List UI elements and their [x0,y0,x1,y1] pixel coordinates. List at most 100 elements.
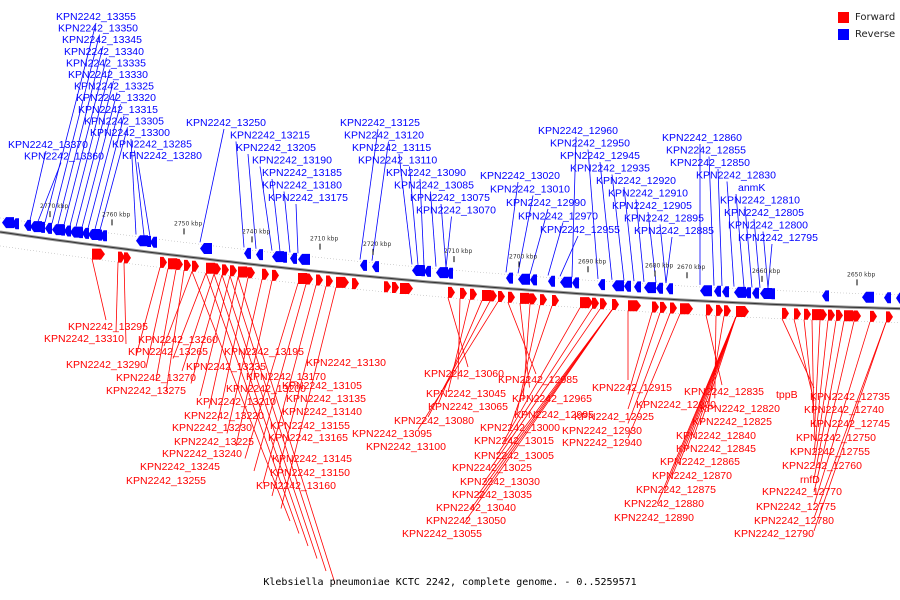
gene-label: KPN2242_13245 [140,461,220,473]
leader-line [599,161,613,280]
gene-label: KPN2242_13100 [366,441,446,453]
gene-label: KPN2242_13175 [268,192,348,204]
leader-line [516,304,541,415]
forward-gene-arrow [316,274,323,286]
reverse-gene-arrow [744,287,751,299]
leader-line [280,287,337,509]
gene-label: KPN2242_12750 [796,432,876,444]
reverse-gene-arrow [82,227,89,239]
gene-label: KPN2242_12890 [614,512,694,524]
reverse-gene-arrow [644,282,656,294]
gene-label: KPN2242_13130 [306,357,386,369]
gene-label: KPN2242_13185 [262,167,342,179]
strand-legend: Forward Reverse [838,9,900,43]
leader-line [259,166,273,251]
forward-swatch [838,12,849,23]
reverse-gene-arrow [12,218,19,230]
leader-line [295,203,299,254]
leader-line [115,262,119,333]
leader-line [123,262,127,345]
scale-ticks: 2770 kbp 2760 kbp 2750 kbp 2740 kbp 2710 kbp… [40,203,875,286]
leader-line [509,305,553,429]
gene-label: KPN2242_12780 [754,515,834,527]
reverse-gene-arrow [760,288,772,300]
leader-line [635,199,645,282]
gene-label: KPN2242_13200 [226,383,306,395]
leader-line [51,34,100,224]
scale-tick-label: 2720 kbp [363,241,391,248]
reverse-gene-arrow [548,275,555,287]
gene-label: KPN2242_12965 [512,393,592,405]
gene-label: KPN2242_13095 [352,428,432,440]
gene-label: KPN2242_12820 [700,403,780,415]
forward-gene-arrow [844,310,857,322]
leader-line [813,321,855,493]
leader-line [191,271,291,522]
scale-tick-label: 2770 kbp [40,203,68,210]
leader-line [464,309,613,523]
reverse-gene-arrow [506,272,513,284]
forward-gene-arrow [828,309,835,321]
forward-gene-arrow [192,260,199,272]
scale-tick-label: 2650 kbp [847,271,875,278]
forward-gene-arrow [498,290,505,302]
gene-label: KPN2242_13305 [84,115,164,127]
leader-line [457,298,461,380]
gene-label: KPN2242_12810 [720,195,800,207]
gene-label: KPN2242_13320 [76,92,156,104]
forward-gene-arrow [336,276,349,288]
reverse-gene-arrow [38,221,45,233]
gene-label: KPN2242_13115 [352,142,431,154]
forward-gene-arrow [820,309,827,321]
forward-gene-arrow [736,306,749,318]
gene-label: KPN2242_13085 [394,180,474,192]
gene-label: KPN2242_13370 [8,139,88,151]
reverse-gene-arrow [598,279,605,291]
leader-line [813,322,887,532]
gene-label: KPN2242_12830 [696,170,776,182]
leader-line [430,191,437,267]
gene-labels: KPN2242_13355KPN2242_13350KPN2242_13345K… [8,11,890,540]
leader-line [283,191,291,253]
leader-line [237,276,336,584]
gene-label: KPN2242_13195 [224,346,304,358]
gene-label: KPN2242_13160 [256,480,336,492]
gene-label: KPN2242_12745 [810,418,890,430]
gene-label: KPN2242_13265 [128,346,208,358]
gene-label: KPN2242_13285 [112,139,192,151]
gene-label: KPN2242_13260 [138,334,218,346]
reverse-gene-arrow [666,283,673,295]
gene-label: KPN2242_12955 [540,224,620,236]
leader-line [190,274,223,384]
gene-label: KPN2242_12740 [804,404,884,416]
gene-label: KPN2242_12875 [636,484,716,496]
gene-label: KPN2242_13030 [460,476,540,488]
forward-gene-arrow [214,263,221,275]
reverse-gene-arrow [612,280,624,292]
leader-line [571,136,577,278]
gene-label: KPN2242_13295 [68,321,148,333]
leader-line [409,166,419,266]
forward-gene-arrow [238,266,251,278]
gene-label: KPN2242_12760 [782,460,862,472]
leader-line [398,153,413,265]
leader-line [522,304,531,402]
leader-line [247,153,257,249]
forward-gene-arrow [724,305,731,317]
reverse-gene-arrow [95,229,102,241]
gene-label: KPN2242_12770 [762,486,842,498]
gene-label: KPN2242_13235 [186,361,266,373]
gene-label: KPN2242_13070 [416,205,496,217]
scale-tick-label: 2750 kbp [174,220,202,227]
scale-tick-label: 2760 kbp [102,211,130,218]
leader-line [813,322,887,519]
gene-label: KPN2242_12970 [518,211,598,223]
leader-line [726,181,735,287]
forward-gene-arrow [804,308,811,320]
leader-line [63,57,107,226]
leader-line [137,162,151,237]
leader-line [44,22,97,223]
leader-line [627,312,661,410]
leader-line [767,243,773,289]
gene-label: KPN2242_13190 [252,155,332,167]
